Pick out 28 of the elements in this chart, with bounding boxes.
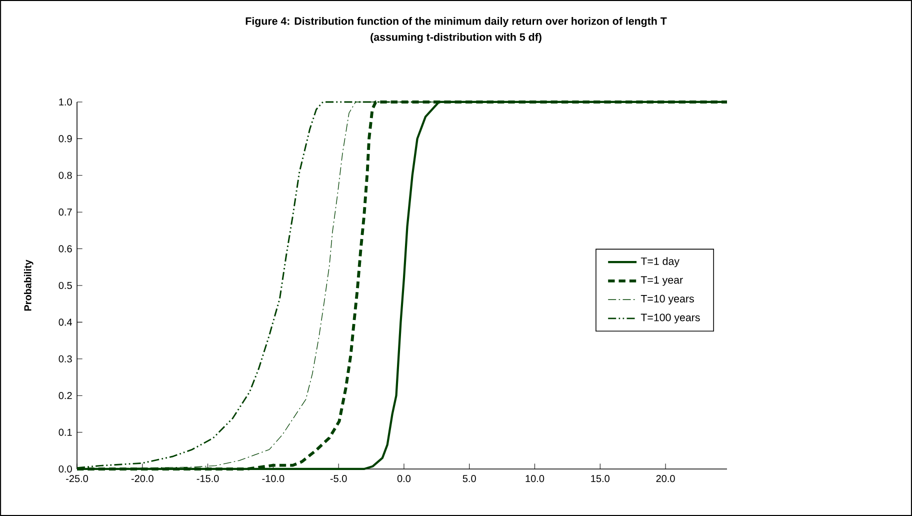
x-tick-label: 0.0 <box>397 475 411 482</box>
x-tick-label: -15.0 <box>196 475 219 482</box>
chart-subtitle: (assuming t-distribution with 5 df) <box>370 32 542 43</box>
y-tick-label: 1.0 <box>59 98 72 106</box>
y-axis-title: Probability <box>24 260 34 311</box>
x-tick-label: -25.0 <box>66 475 88 482</box>
y-tick-label: 0.1 <box>58 428 72 436</box>
y-tick-label: 0.2 <box>58 392 72 400</box>
y-tick-label: 0.3 <box>58 355 72 362</box>
x-tick-label: -5.0 <box>330 475 347 482</box>
y-tick-label: 0.8 <box>58 172 72 179</box>
legend-label: T=100 years <box>640 314 700 324</box>
x-tick-label: 15.0 <box>591 475 610 482</box>
y-tick-label: 0.5 <box>58 282 72 290</box>
x-tick-label: -10.0 <box>262 475 284 482</box>
legend-label: T=1 year <box>640 276 683 286</box>
y-tick-label: 0.9 <box>58 135 72 142</box>
x-tick-label: 20.0 <box>656 475 675 482</box>
legend-label: T=10 years <box>640 294 694 305</box>
x-tick-label: 5.0 <box>462 475 476 482</box>
y-tick-label: 0.4 <box>58 318 72 326</box>
y-tick-label: 0.7 <box>58 208 72 216</box>
y-tick-label: 0.6 <box>58 245 72 252</box>
y-tick-label: 0.0 <box>58 465 72 473</box>
x-tick-label: 10.0 <box>526 475 544 482</box>
chart-title: Figure 4: Distribution function of the minimum daily return over horizon of length T <box>246 16 667 27</box>
x-tick-label: -20.0 <box>131 475 154 482</box>
legend-label: T=1 day <box>640 257 680 268</box>
